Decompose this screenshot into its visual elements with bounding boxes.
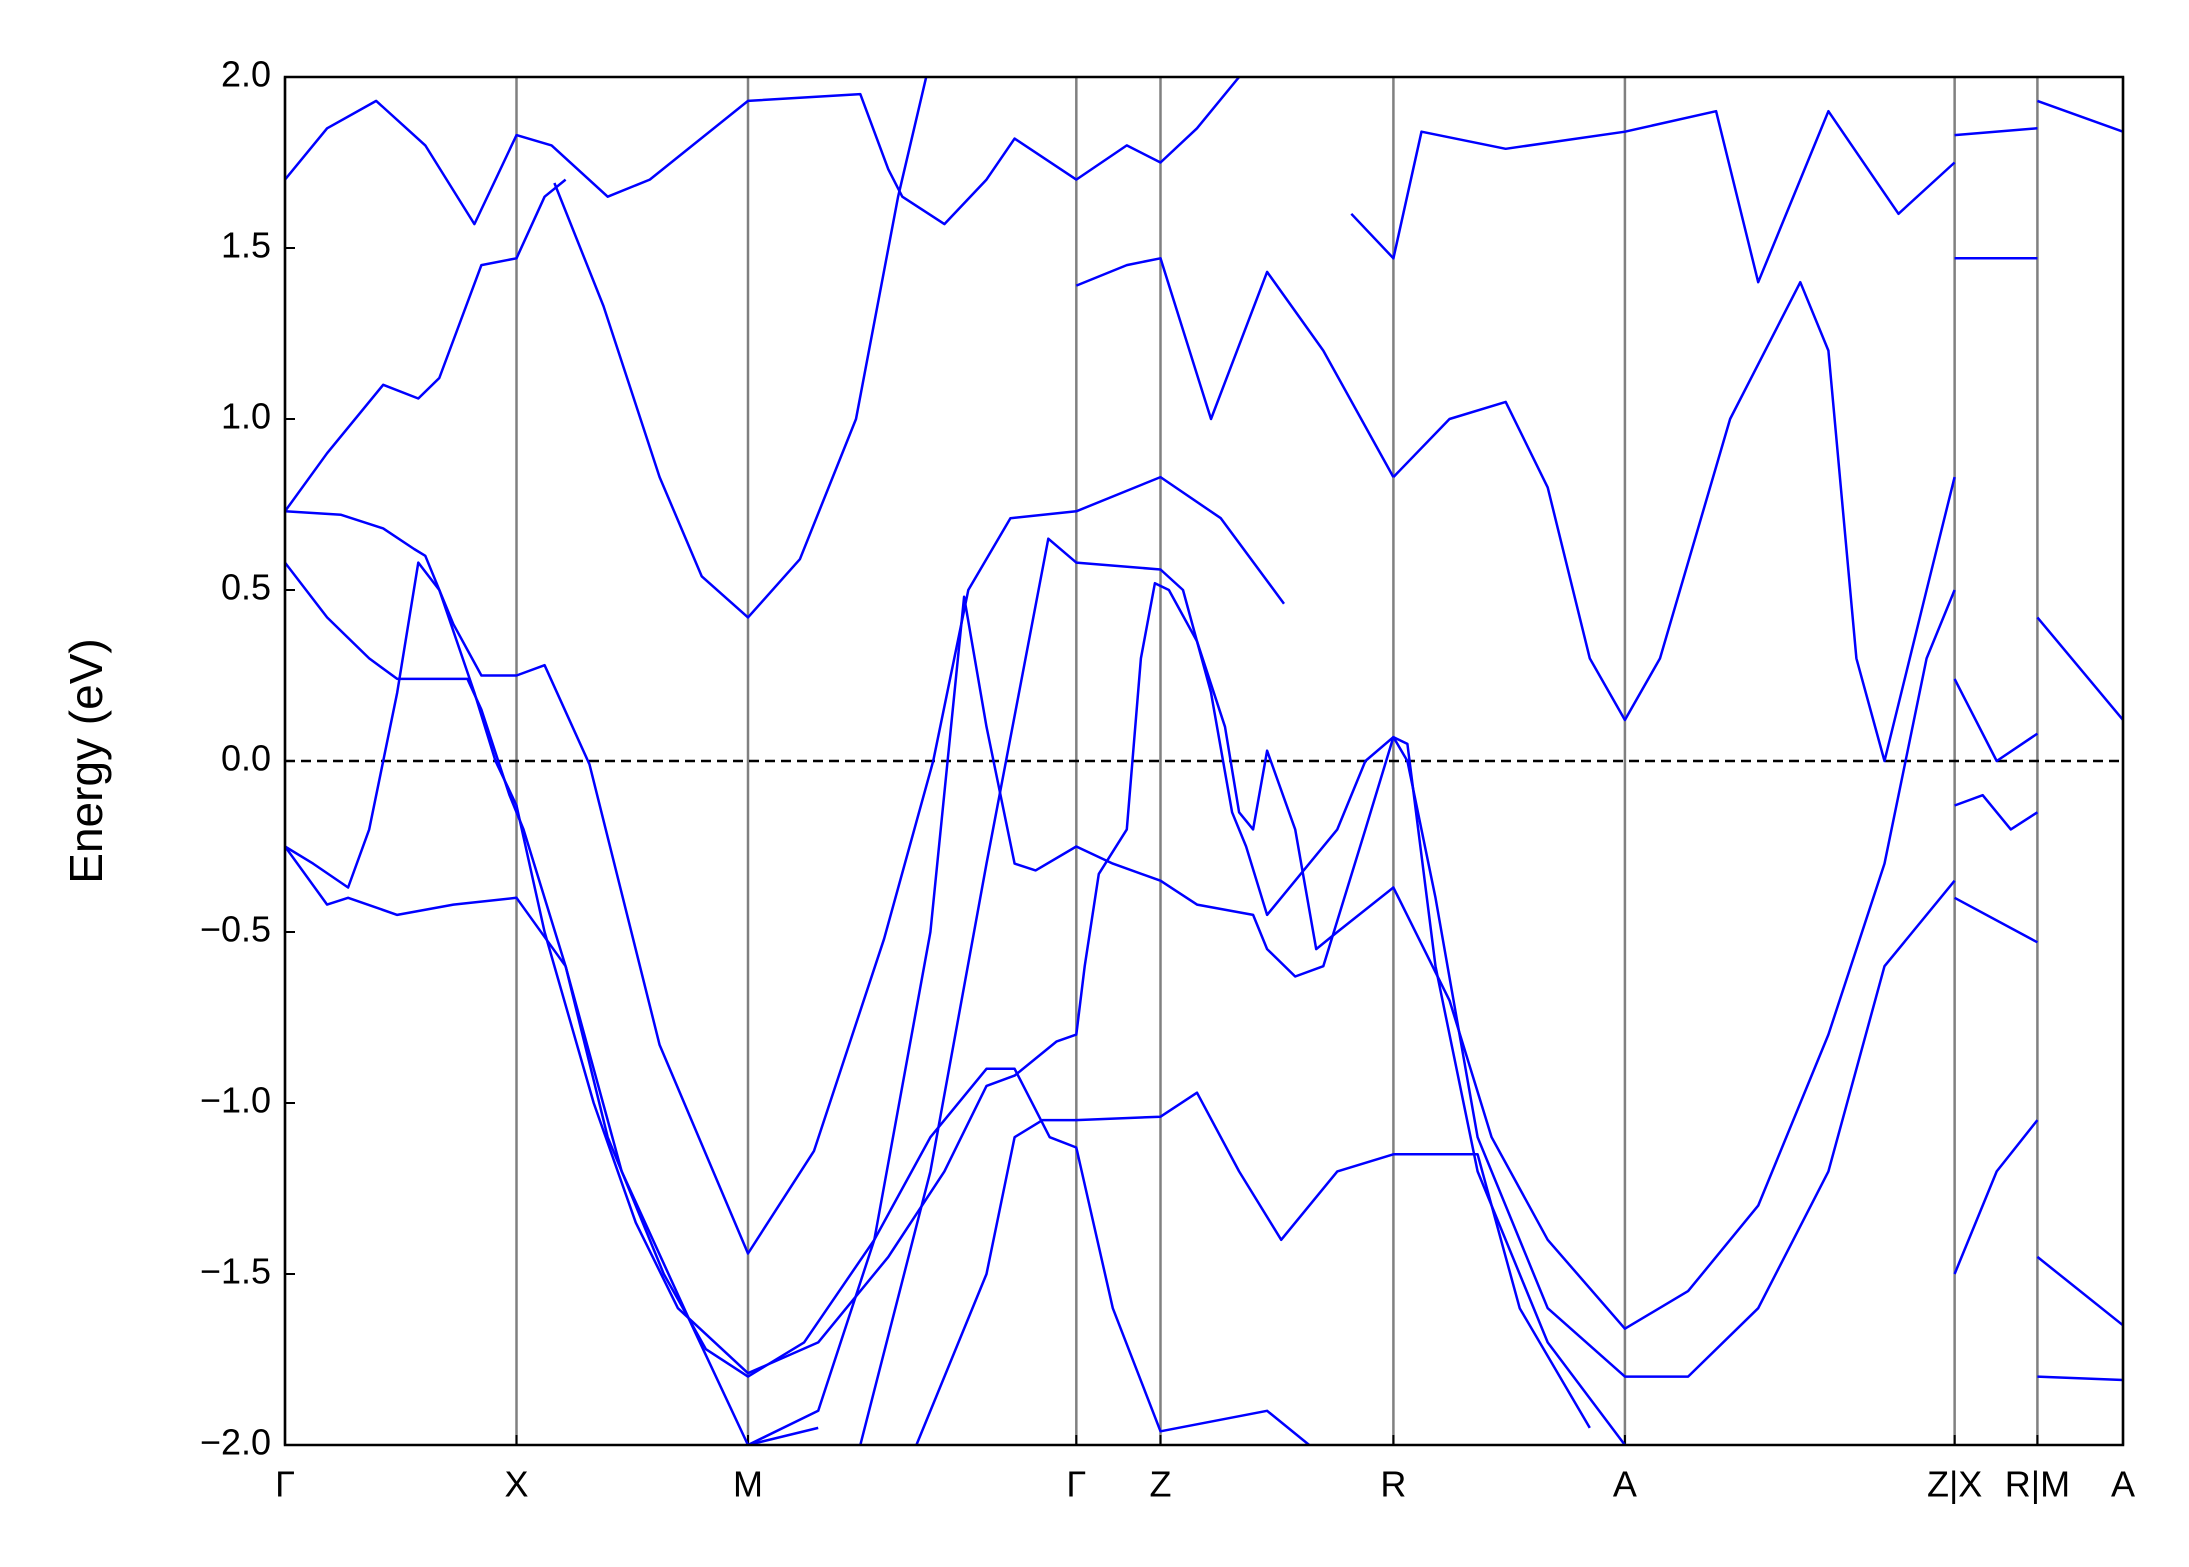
x-tick-label: Γ bbox=[1066, 1464, 1086, 1505]
x-tick-label: Z|X bbox=[1927, 1464, 1982, 1505]
x-tick-label: R|M bbox=[2005, 1464, 2070, 1505]
y-tick-label: −1.0 bbox=[200, 1080, 271, 1121]
band-line bbox=[2036, 616, 2123, 721]
band-line bbox=[1954, 793, 2039, 831]
x-tick-label: R bbox=[1380, 1464, 1406, 1505]
band-line bbox=[1350, 109, 1956, 284]
band-line bbox=[1954, 127, 2038, 137]
band-line bbox=[285, 77, 1241, 226]
plot-area bbox=[285, 77, 2123, 1445]
band-line bbox=[285, 178, 567, 513]
band-line bbox=[1075, 257, 1395, 478]
band-line bbox=[285, 561, 1956, 1375]
band-line bbox=[285, 475, 1286, 1255]
x-tick-label: A bbox=[2111, 1464, 2135, 1505]
x-tick-label: Z bbox=[1150, 1464, 1172, 1505]
band-line bbox=[1953, 1119, 2039, 1275]
band-line bbox=[859, 537, 1626, 1445]
x-tick-label: A bbox=[1613, 1464, 1637, 1505]
y-tick-label: −1.5 bbox=[200, 1251, 271, 1292]
y-axis-label: Energy (eV) bbox=[60, 638, 112, 883]
y-tick-label: −2.0 bbox=[200, 1422, 271, 1463]
y-tick-label: 2.0 bbox=[221, 54, 271, 95]
band-line bbox=[1953, 678, 2039, 763]
x-tick-label: Γ bbox=[275, 1464, 295, 1505]
band-line bbox=[285, 845, 819, 1445]
y-tick-label: 1.0 bbox=[221, 396, 271, 437]
band-line bbox=[553, 77, 928, 619]
x-tick-label: X bbox=[504, 1464, 528, 1505]
x-tick-label: M bbox=[733, 1464, 763, 1505]
band-line bbox=[2036, 99, 2123, 133]
y-tick-label: 0.0 bbox=[221, 738, 271, 779]
band-line bbox=[915, 1091, 1591, 1445]
band-line bbox=[1392, 280, 1956, 763]
y-tick-label: 1.5 bbox=[221, 225, 271, 266]
axes-frame bbox=[283, 75, 2125, 1447]
band-line bbox=[2036, 1255, 2123, 1327]
band-line bbox=[1954, 896, 2038, 944]
band-line bbox=[747, 595, 1956, 1445]
band-line bbox=[2037, 1375, 2123, 1382]
y-tick-label: 0.5 bbox=[221, 567, 271, 608]
y-tick-label: −0.5 bbox=[200, 909, 271, 950]
band-line bbox=[285, 561, 1310, 1445]
